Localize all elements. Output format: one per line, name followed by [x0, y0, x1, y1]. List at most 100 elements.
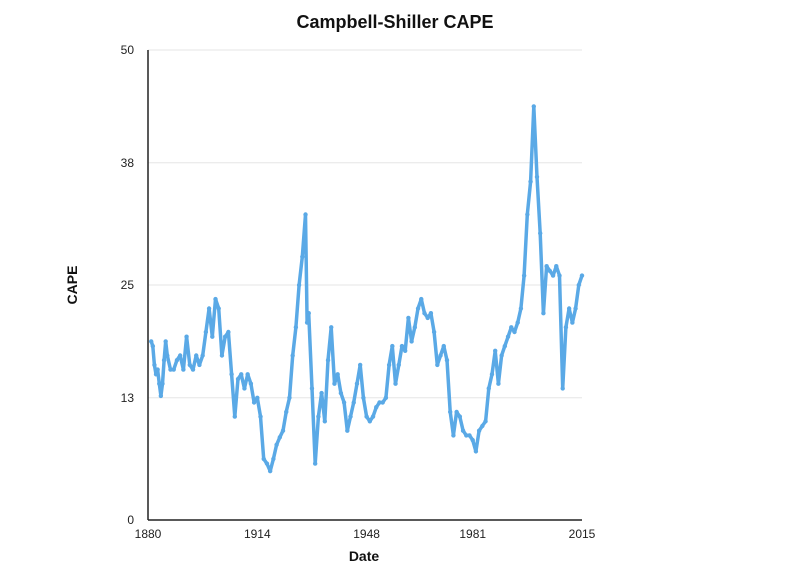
data-point: [493, 348, 498, 353]
data-point: [351, 400, 356, 405]
data-point: [431, 329, 437, 335]
data-point: [573, 306, 578, 311]
data-point: [521, 273, 527, 278]
data-point: [338, 390, 344, 396]
data-point: [274, 442, 279, 447]
data-point: [229, 372, 234, 377]
data-point: [232, 414, 237, 419]
data-point: [566, 306, 572, 311]
data-point: [171, 367, 176, 372]
data-point: [480, 423, 485, 429]
data-point: [160, 381, 165, 386]
data-point: [570, 320, 575, 325]
data-point: [518, 306, 524, 311]
data-point: [216, 306, 221, 311]
data-point: [165, 353, 170, 358]
data-point: [187, 362, 192, 368]
data-point: [406, 315, 411, 321]
data-point: [528, 179, 533, 184]
data-point: [444, 358, 450, 363]
data-point: [502, 343, 508, 349]
data-point: [161, 358, 167, 363]
data-point: [367, 419, 373, 424]
data-point: [435, 362, 440, 368]
data-point: [576, 282, 581, 288]
data-point: [534, 174, 540, 180]
data-point: [348, 414, 353, 419]
data-point: [402, 348, 408, 353]
data-point: [287, 395, 292, 400]
data-point: [361, 395, 366, 400]
data-point: [415, 306, 421, 311]
data-point: [393, 381, 398, 386]
data-point: [383, 395, 389, 400]
data-point: [409, 339, 414, 344]
data-point: [438, 353, 443, 358]
data-point: [258, 414, 263, 419]
data-point: [157, 381, 162, 386]
data-point: [174, 358, 180, 363]
data-point: [177, 353, 183, 358]
x-tick-label: 1981: [459, 527, 486, 541]
data-point: [419, 296, 424, 302]
data-point: [476, 428, 482, 433]
data-point: [325, 358, 331, 363]
y-tick-label: 50: [121, 43, 135, 57]
data-point: [155, 367, 160, 372]
y-tick-label: 0: [127, 513, 134, 527]
data-point: [277, 435, 283, 440]
data-point: [380, 400, 385, 405]
data-point: [312, 461, 318, 466]
data-point: [364, 414, 369, 419]
x-tick-label: 2015: [569, 527, 596, 541]
data-point: [248, 381, 254, 386]
data-point: [184, 334, 189, 339]
data-point: [149, 339, 154, 344]
data-point: [271, 456, 276, 462]
data-point: [280, 428, 286, 433]
data-point: [550, 273, 556, 278]
data-point: [531, 104, 536, 109]
data-point: [505, 334, 511, 339]
data-point: [226, 329, 231, 335]
data-point: [242, 386, 247, 391]
data-point: [525, 212, 530, 217]
data-point: [341, 400, 347, 405]
data-point: [332, 381, 337, 386]
data-point: [329, 325, 334, 330]
data-point: [473, 449, 479, 454]
data-point: [515, 320, 520, 325]
data-point: [390, 343, 395, 349]
data-point: [300, 254, 305, 259]
data-point: [303, 212, 308, 217]
data-point: [428, 311, 434, 316]
data-point: [557, 273, 562, 278]
data-point: [544, 264, 549, 269]
data-point: [447, 409, 453, 415]
data-point: [499, 353, 504, 358]
data-point: [219, 353, 225, 358]
data-point: [386, 362, 392, 368]
x-tick-label: 1948: [353, 527, 380, 541]
data-point: [309, 386, 315, 391]
data-point: [316, 414, 321, 419]
data-point: [454, 409, 459, 415]
data-point: [267, 468, 273, 474]
data-point: [563, 325, 569, 330]
data-point: [296, 282, 302, 288]
data-point: [222, 334, 228, 339]
data-point: [306, 311, 311, 316]
data-point: [168, 367, 173, 372]
data-point: [357, 362, 363, 368]
data-point: [206, 306, 212, 311]
y-tick-label: 25: [121, 278, 135, 292]
data-point: [255, 395, 260, 400]
chart-title: Campbell-Shiller CAPE: [296, 12, 494, 32]
data-point: [579, 273, 585, 278]
data-point: [489, 372, 495, 377]
data-point: [200, 353, 205, 358]
data-point: [441, 343, 446, 349]
data-point: [422, 311, 427, 316]
data-point: [457, 414, 463, 419]
